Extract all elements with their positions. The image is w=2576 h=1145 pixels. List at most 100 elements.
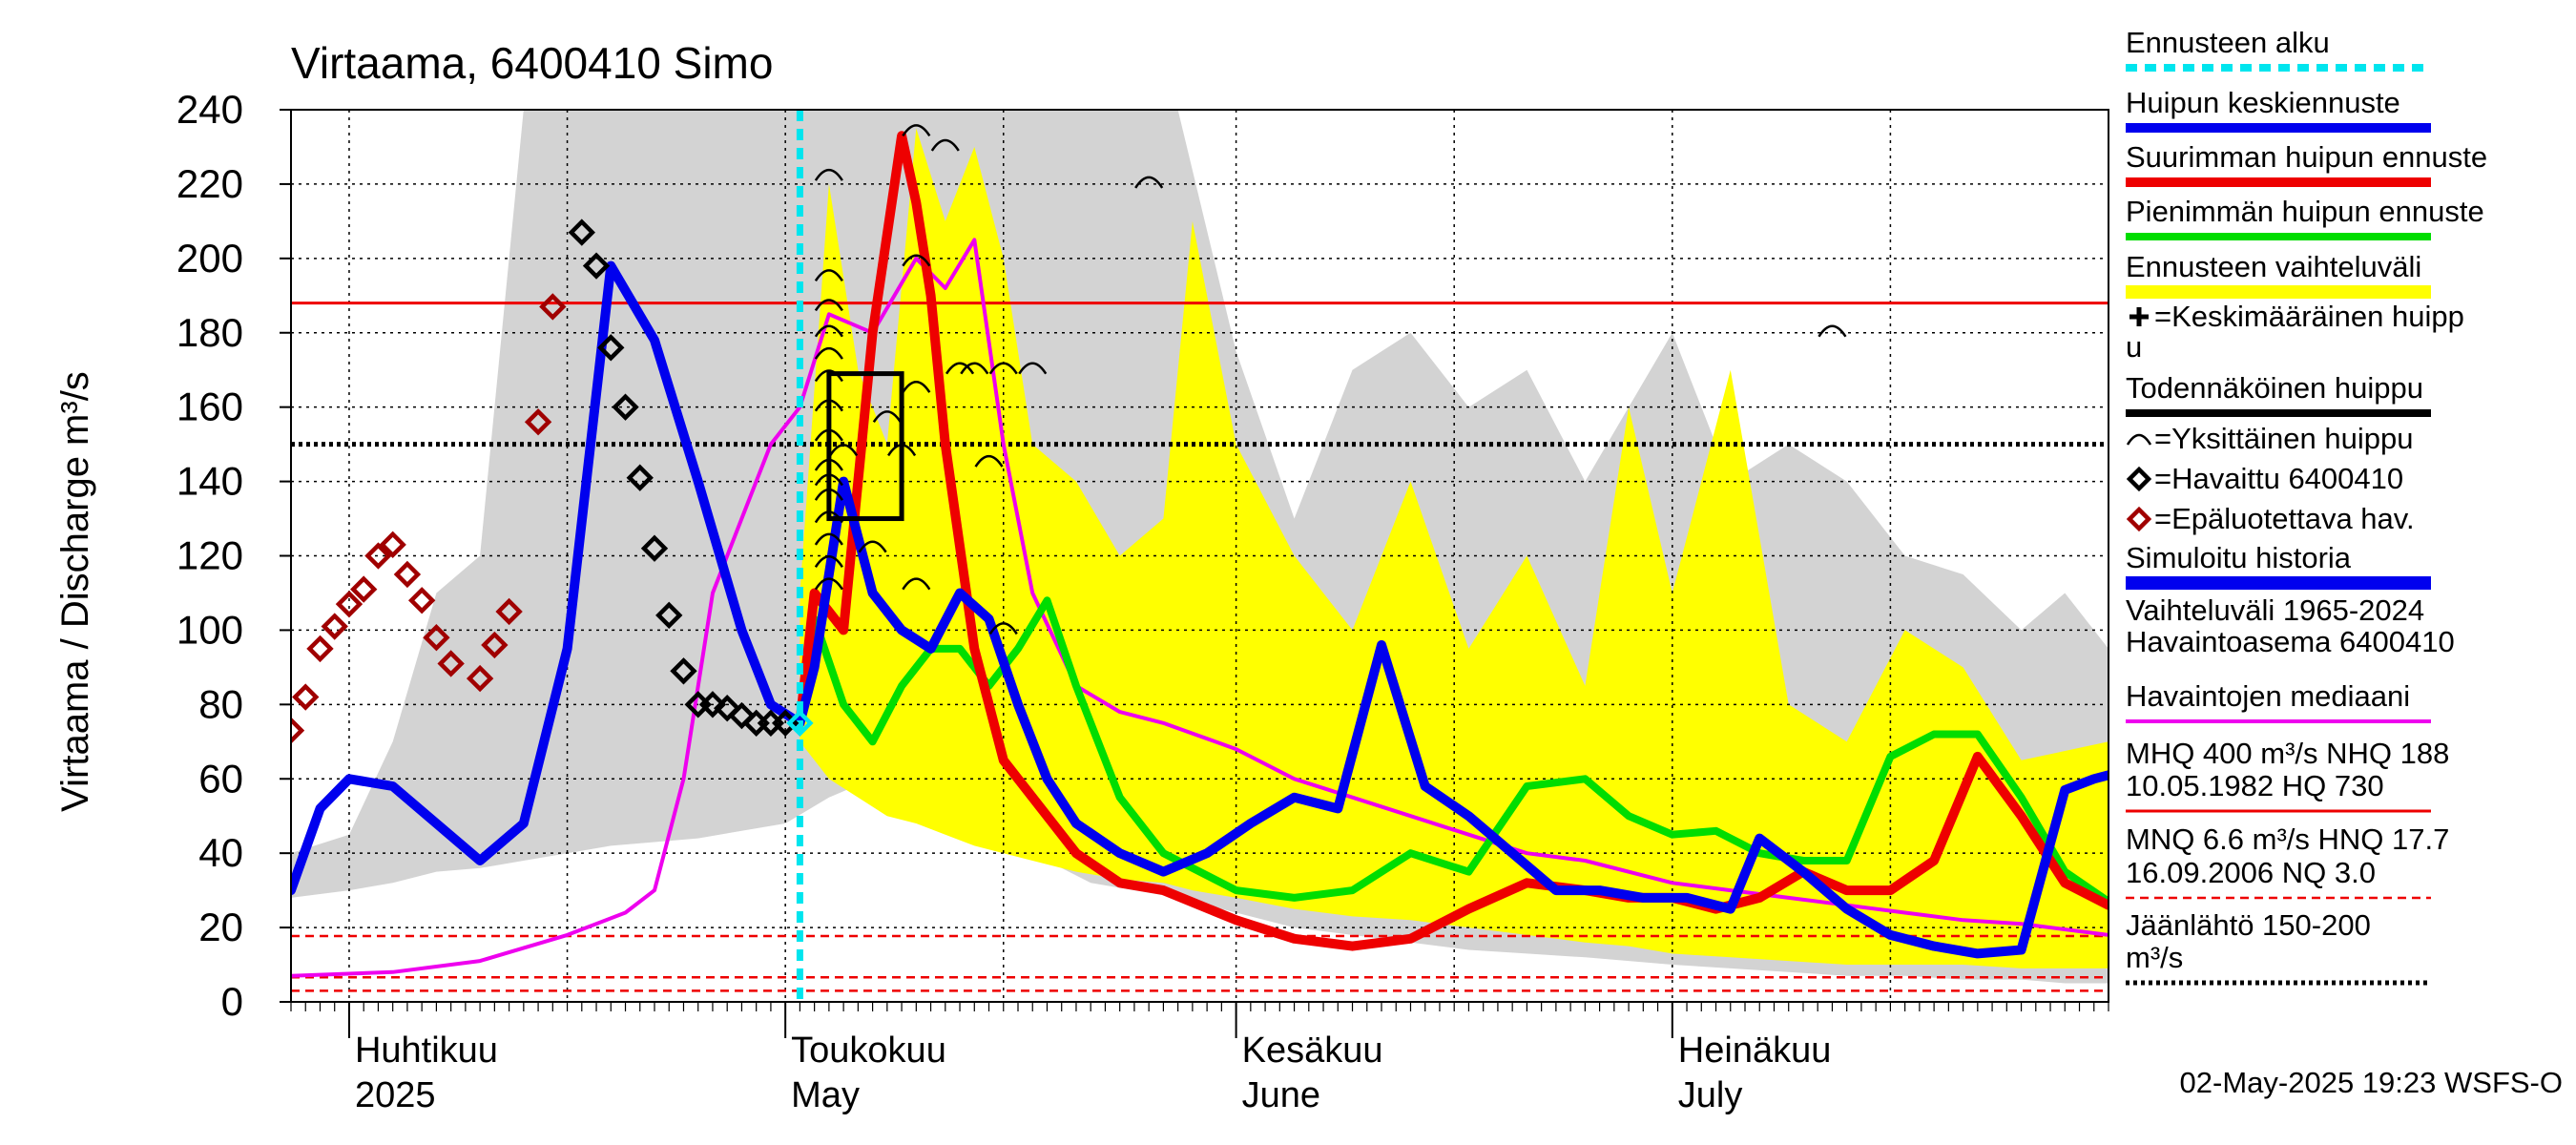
series-line-suurimman-huipun-ennuste xyxy=(795,131,2109,951)
footer-timestamp: 02-May-2025 19:23 WSFS-O xyxy=(2180,1066,2563,1099)
unreliable-observation xyxy=(335,590,364,618)
x-month-label-en: July xyxy=(1678,1075,1743,1115)
single-peak-marker xyxy=(1818,324,1847,338)
single-peak-marker xyxy=(814,399,843,412)
legend-mean-peak-marker xyxy=(2129,307,2149,326)
unreliable-observation xyxy=(539,293,567,321)
legend-entry-label: =Havaittu 6400410 xyxy=(2154,462,2403,495)
observed-point xyxy=(626,464,654,491)
y-tick-label: 160 xyxy=(177,385,243,429)
single-peak-marker xyxy=(814,488,843,501)
single-peak-marker xyxy=(902,380,931,393)
legend-entry-label: Vaihteluväli 1965-2024 xyxy=(2126,593,2424,627)
single-peak-marker xyxy=(858,540,887,553)
x-month-label-en: 2025 xyxy=(355,1075,436,1115)
y-tick-label: 200 xyxy=(177,236,243,281)
legend-entry-label: Suurimman huipun ennuste xyxy=(2126,140,2487,174)
observed-point xyxy=(698,691,727,718)
observed-point xyxy=(786,709,814,737)
plot-area: 0 20 40 60 80 100 120 140 160 180 200 220 240 Huhtiku… xyxy=(177,87,2109,1115)
y-tick-label: 40 xyxy=(198,830,243,875)
single-peak-marker xyxy=(829,444,859,457)
single-peak-marker xyxy=(814,346,843,360)
y-tick-label: 240 xyxy=(177,87,243,132)
unreliable-observation xyxy=(437,650,465,677)
legend-entry-label: MNQ 6.6 m³/s HNQ 17.7 xyxy=(2126,822,2449,856)
y-tick-label: 80 xyxy=(198,681,243,726)
legend-entry-label: Ennusteen vaihteluväli xyxy=(2126,250,2421,283)
single-peak-marker xyxy=(814,269,843,282)
single-peak-marker xyxy=(814,458,843,471)
single-peak-marker xyxy=(814,369,843,383)
single-peak-marker xyxy=(814,510,843,524)
x-month-label: Huhtikuu xyxy=(355,1030,498,1071)
chart-title: Virtaama, 6400410 Simo xyxy=(291,38,773,88)
legend-entry-label: Huipun keskiennuste xyxy=(2126,86,2400,119)
legend-diamond-marker xyxy=(2126,506,2152,532)
observed-point xyxy=(655,601,683,630)
single-peak-marker xyxy=(814,473,843,487)
unreliable-observation xyxy=(466,664,494,693)
single-peak-marker xyxy=(930,138,960,152)
unreliable-observation xyxy=(524,408,552,436)
legend: Ennusteen alku Huipun keskiennuste Suurimm… xyxy=(2126,26,2487,986)
forecast-range-band xyxy=(800,128,2109,968)
legend-entry-label: m³/s xyxy=(2126,941,2183,974)
legend-entry-label: Pienimmän huipun ennuste xyxy=(2126,195,2484,228)
legend-entry-label: Ennusteen alku xyxy=(2126,26,2330,59)
y-tick-label: 0 xyxy=(221,979,243,1024)
single-peak-marker xyxy=(1018,362,1048,375)
y-tick-label: 220 xyxy=(177,161,243,206)
legend-entry-label: =Keskimääräinen huipp xyxy=(2154,300,2464,333)
x-month-label: Toukokuu xyxy=(791,1030,946,1071)
y-tick-label: 180 xyxy=(177,310,243,355)
legend-entry-label: Simuloitu historia xyxy=(2126,541,2352,574)
unreliable-observation xyxy=(321,613,348,640)
observed-point xyxy=(582,252,611,280)
unreliable-observation xyxy=(306,635,334,663)
unreliable-observation xyxy=(407,587,436,614)
single-peak-marker xyxy=(945,362,975,375)
single-peak-marker xyxy=(814,324,843,338)
legend-entry-label: 10.05.1982 HQ 730 xyxy=(2126,769,2384,802)
plot-content xyxy=(291,110,2109,1002)
legend-entry-label: 16.09.2006 NQ 3.0 xyxy=(2126,856,2376,889)
unreliable-observation xyxy=(393,560,422,589)
y-tick-label: 140 xyxy=(177,459,243,504)
legend-entry-label: =Yksittäinen huippu xyxy=(2154,422,2413,455)
legend-entry-label: Jäänlähtö 150-200 xyxy=(2126,908,2371,942)
single-peak-marker xyxy=(872,410,902,424)
observed-point xyxy=(612,393,639,421)
single-peak-marker xyxy=(887,444,917,457)
legend-entry-label: =Epäluotettava hav. xyxy=(2154,502,2415,535)
legend-entry-label: MHQ 400 m³/s NHQ 188 xyxy=(2126,737,2449,770)
y-axis-label: Virtaama / Discharge m³/s xyxy=(54,371,96,812)
observed-point xyxy=(597,334,625,362)
y-tick-label: 100 xyxy=(177,607,243,652)
y-tick-label: 120 xyxy=(177,533,243,578)
unreliable-observation xyxy=(481,631,509,659)
observed-point xyxy=(728,701,756,730)
single-peak-marker xyxy=(814,428,843,442)
unreliable-observation xyxy=(379,531,406,558)
legend-entry-label: u xyxy=(2126,330,2142,364)
single-peak-marker xyxy=(814,555,843,568)
observed-point xyxy=(568,219,595,246)
legend-single-peak-marker xyxy=(2126,433,2152,446)
x-month-label: Kesäkuu xyxy=(1242,1030,1383,1071)
single-peak-marker xyxy=(814,577,843,591)
single-peak-marker xyxy=(902,124,931,137)
single-peak-marker xyxy=(814,532,843,546)
single-peak-marker xyxy=(902,577,931,591)
single-peak-marker xyxy=(902,254,931,267)
unreliable-observation xyxy=(292,683,320,711)
unreliable-observation xyxy=(423,624,450,652)
observed-point xyxy=(714,695,741,722)
unreliable-observation xyxy=(495,597,523,626)
single-peak-marker xyxy=(988,622,1018,635)
legend-diamond-marker xyxy=(2126,466,2152,492)
y-tick-label: 60 xyxy=(198,756,243,801)
x-month-label-en: May xyxy=(791,1075,860,1115)
series-line-huipun-keskiennuste xyxy=(291,260,2109,959)
